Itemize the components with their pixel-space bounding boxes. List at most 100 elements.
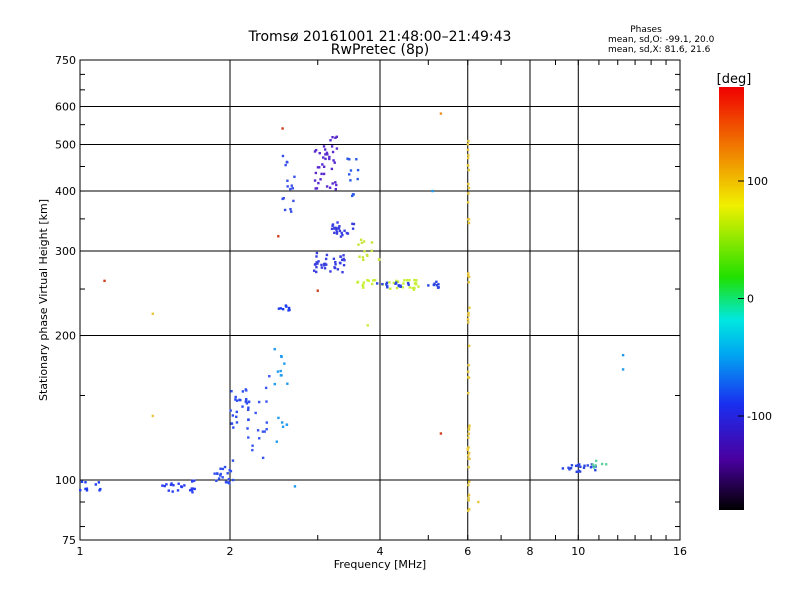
data-point <box>466 370 470 373</box>
data-point <box>359 238 363 241</box>
data-point <box>332 159 335 162</box>
data-point <box>264 386 268 390</box>
data-point <box>332 257 336 261</box>
data-point <box>247 400 250 404</box>
data-point <box>329 139 332 142</box>
data-point <box>371 279 375 282</box>
data-point <box>191 487 195 490</box>
data-point <box>427 284 430 287</box>
data-point <box>352 193 355 196</box>
data-point <box>275 440 278 443</box>
data-point <box>315 261 318 264</box>
x-tick-label: 4 <box>377 545 384 558</box>
data-point <box>285 423 289 426</box>
data-point <box>256 429 260 432</box>
data-point <box>103 279 106 283</box>
data-point <box>326 153 329 156</box>
data-point <box>98 489 101 492</box>
data-point <box>432 283 436 287</box>
data-point <box>356 168 360 172</box>
data-point <box>279 369 282 373</box>
data-point <box>193 479 196 482</box>
data-point <box>321 163 324 166</box>
data-point <box>408 286 411 289</box>
data-points <box>79 112 625 512</box>
data-point <box>329 270 332 273</box>
data-point <box>279 374 283 377</box>
data-point <box>281 307 285 311</box>
data-point <box>362 240 366 243</box>
data-point <box>371 282 374 286</box>
data-point <box>388 281 391 284</box>
data-point <box>467 446 470 449</box>
data-point <box>188 489 192 492</box>
data-point <box>284 163 287 167</box>
data-point <box>357 243 360 246</box>
data-point <box>227 477 231 481</box>
data-point <box>322 156 325 159</box>
data-point <box>345 231 349 235</box>
data-point <box>230 390 233 393</box>
data-point <box>230 422 233 425</box>
data-point <box>578 463 581 466</box>
data-point <box>328 186 332 189</box>
data-point <box>333 231 336 235</box>
data-point <box>589 466 593 469</box>
data-point <box>592 466 596 469</box>
data-point <box>291 187 294 190</box>
colorbar-ticks: 100 0 -100 <box>738 175 772 423</box>
data-point <box>169 483 173 487</box>
data-point <box>467 436 470 439</box>
data-point <box>467 281 470 284</box>
y-tick-label: 200 <box>55 330 76 343</box>
data-point <box>316 262 319 265</box>
data-point <box>467 314 470 317</box>
y-tick-label: 300 <box>55 245 76 258</box>
data-point <box>477 500 480 504</box>
grid <box>80 60 680 540</box>
data-point <box>395 286 399 290</box>
data-point <box>366 278 369 282</box>
data-point <box>467 364 470 367</box>
data-point <box>246 427 249 430</box>
data-point <box>435 284 438 287</box>
data-point <box>231 459 235 462</box>
data-point <box>385 283 388 286</box>
data-point <box>335 147 339 150</box>
data-point <box>320 266 324 269</box>
data-point <box>245 389 248 392</box>
data-point <box>415 279 418 282</box>
y-tick-label: 75 <box>62 534 76 547</box>
x-axis: 1 2 4 6 8 10 16 <box>77 60 687 558</box>
data-point <box>405 278 409 282</box>
data-point <box>466 448 470 452</box>
data-point <box>467 311 470 315</box>
data-point <box>235 421 239 424</box>
data-point <box>247 406 250 409</box>
data-point <box>403 279 406 282</box>
data-point <box>335 228 338 231</box>
data-point <box>281 425 285 428</box>
data-point <box>286 185 289 188</box>
data-point <box>467 451 471 455</box>
data-point <box>227 481 231 485</box>
data-point <box>247 418 250 421</box>
data-point <box>221 476 224 479</box>
data-point <box>190 480 194 483</box>
data-point <box>234 398 237 401</box>
data-point <box>352 222 356 226</box>
data-point <box>80 480 84 484</box>
data-point <box>176 489 180 492</box>
data-point <box>467 272 470 275</box>
chart-subtitle: RwPretec (8p) <box>331 42 429 58</box>
data-point <box>167 489 170 492</box>
data-point <box>151 312 155 315</box>
data-point <box>244 400 247 403</box>
data-point <box>319 178 322 181</box>
data-point <box>226 472 229 475</box>
data-point <box>433 282 436 285</box>
data-point <box>277 416 280 420</box>
data-point <box>413 282 417 285</box>
data-point <box>241 390 245 393</box>
data-point <box>341 233 344 237</box>
